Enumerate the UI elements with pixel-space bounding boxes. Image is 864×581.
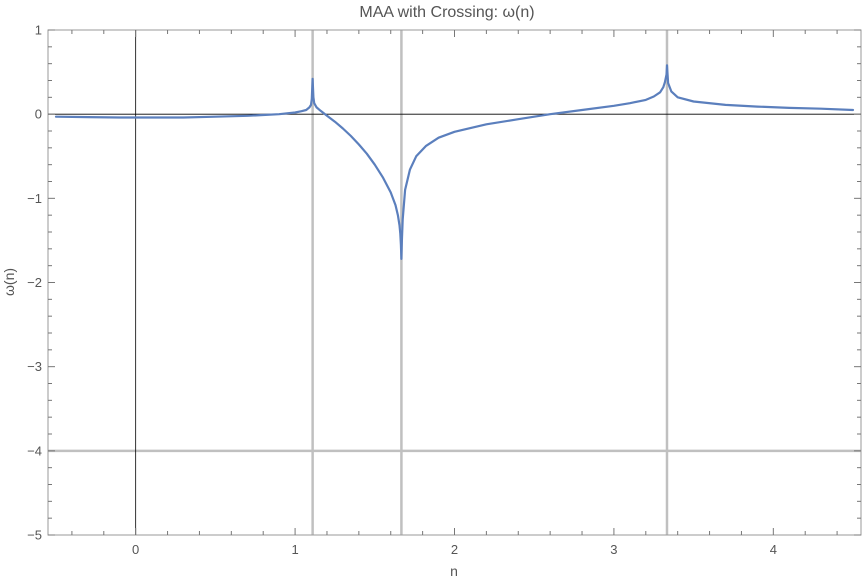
x-tick-label: 3 xyxy=(610,542,617,557)
x-tick-label: 4 xyxy=(770,542,777,557)
x-tick-label: 1 xyxy=(291,542,298,557)
y-tick-label: −3 xyxy=(27,359,42,374)
y-tick-label: −4 xyxy=(27,443,42,458)
y-tick-label: 0 xyxy=(35,107,42,122)
y-tick-label: −2 xyxy=(27,275,42,290)
y-tick-label: 1 xyxy=(35,23,42,38)
x-axis-title: n xyxy=(450,563,458,579)
y-tick-label: −1 xyxy=(27,191,42,206)
y-tick-label: −5 xyxy=(27,528,42,543)
chart-title: MAA with Crossing: ω(n) xyxy=(359,4,534,21)
series-line-0 xyxy=(54,64,855,260)
y-axis-title: ω(n) xyxy=(1,268,17,296)
ticks: 0 1 2 3 4 −5 −4 −3 −2 −1 0 1 xyxy=(27,23,861,557)
x-tick-label: 2 xyxy=(451,542,458,557)
x-tick-label: 0 xyxy=(132,542,139,557)
series-layer xyxy=(54,64,855,260)
